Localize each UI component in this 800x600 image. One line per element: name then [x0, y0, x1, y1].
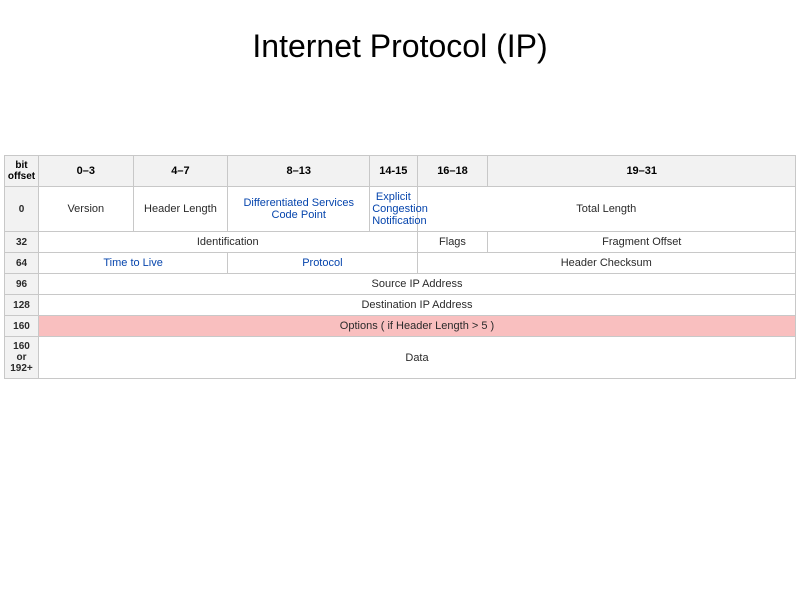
table-row: 160or192+Data: [5, 337, 796, 379]
table-row: 64Time to LiveProtocolHeader Checksum: [5, 253, 796, 274]
field-cell: Time to Live: [39, 253, 228, 274]
offset-cell: 96: [5, 274, 39, 295]
table-row: 128Destination IP Address: [5, 295, 796, 316]
offset-cell: 64: [5, 253, 39, 274]
field-cell: Header Length: [133, 187, 228, 232]
field-cell: Protocol: [228, 253, 417, 274]
table-row: 32IdentificationFlagsFragment Offset: [5, 232, 796, 253]
bit-offset-label: bitoffset: [8, 160, 35, 182]
offset-cell: 0: [5, 187, 39, 232]
offset-cell: 160: [5, 316, 39, 337]
bit-range-header: 8–13: [228, 156, 370, 187]
bit-range-header: 14-15: [370, 156, 417, 187]
field-cell: Flags: [417, 232, 488, 253]
field-cell: Header Checksum: [417, 253, 796, 274]
bit-range-header: 19–31: [488, 156, 796, 187]
field-cell: Version: [39, 187, 134, 232]
field-cell: Source IP Address: [39, 274, 796, 295]
offset-cell: 128: [5, 295, 39, 316]
header-row: bitoffset0–34–78–1314-1516–1819–31: [5, 156, 796, 187]
field-cell: Differentiated Services Code Point: [228, 187, 370, 232]
table-row: 0VersionHeader LengthDifferentiated Serv…: [5, 187, 796, 232]
field-cell: Data: [39, 337, 796, 379]
field-cell: Options ( if Header Length > 5 ): [39, 316, 796, 337]
field-cell: Fragment Offset: [488, 232, 796, 253]
ip-header-table: bitoffset0–34–78–1314-1516–1819–31 0Vers…: [4, 155, 796, 379]
offset-cell: 160or192+: [5, 337, 39, 379]
field-cell: Total Length: [417, 187, 796, 232]
page-title: Internet Protocol (IP): [0, 0, 800, 75]
bit-offset-header: bitoffset: [5, 156, 39, 187]
field-cell: Identification: [39, 232, 418, 253]
table-row: 96Source IP Address: [5, 274, 796, 295]
table-row: 160Options ( if Header Length > 5 ): [5, 316, 796, 337]
bit-range-header: 16–18: [417, 156, 488, 187]
bit-range-header: 0–3: [39, 156, 134, 187]
bit-range-header: 4–7: [133, 156, 228, 187]
field-cell: Explicit Congestion Notification: [370, 187, 417, 232]
ip-header-table-wrap: bitoffset0–34–78–1314-1516–1819–31 0Vers…: [0, 75, 800, 379]
field-cell: Destination IP Address: [39, 295, 796, 316]
offset-cell: 32: [5, 232, 39, 253]
